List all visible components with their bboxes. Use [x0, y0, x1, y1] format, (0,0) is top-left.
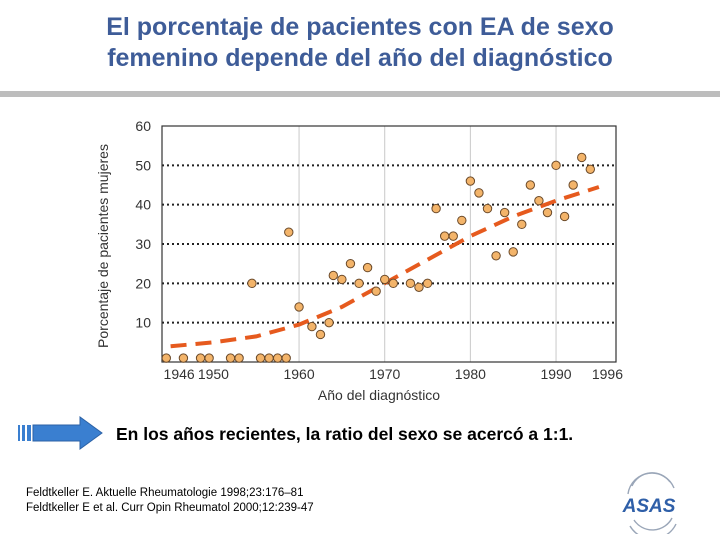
data-point: [525, 180, 536, 190]
data-point: [439, 231, 450, 241]
asas-logo: ASAS: [622, 472, 677, 534]
title-line-1: El porcentaje de pacientes con EA de sex…: [106, 13, 614, 41]
data-point: [264, 353, 274, 363]
data-point: [362, 262, 373, 273]
slide-title: El porcentaje de pacientes con EA de sex…: [0, 12, 720, 74]
logo-text: ASAS: [622, 496, 676, 517]
data-point: [499, 207, 510, 218]
title-line-2: femenino depende del año del diagnóstico: [107, 44, 613, 72]
data-point: [247, 278, 257, 289]
data-point: [345, 258, 356, 269]
conclusion-text: En los años recientes, la ratio del sexo…: [116, 424, 574, 444]
data-point: [465, 176, 476, 186]
y-tick-label: 30: [135, 236, 151, 252]
data-point: [551, 160, 561, 171]
data-point: [585, 164, 596, 174]
y-tick-label: 60: [135, 118, 151, 134]
data-point: [474, 188, 484, 198]
x-tick-label: 1950: [198, 366, 229, 382]
data-point: [161, 353, 171, 363]
data-point: [542, 207, 553, 218]
x-tick-label: 1980: [455, 366, 486, 382]
data-point: [195, 353, 206, 363]
data-point: [281, 353, 291, 363]
data-point: [491, 251, 501, 261]
data-point: [284, 227, 294, 237]
data-point: [568, 180, 578, 190]
data-point: [414, 282, 424, 292]
data-point: [534, 196, 544, 206]
data-point: [324, 317, 334, 328]
x-tick-label: 1960: [283, 366, 314, 382]
data-point: [225, 353, 236, 363]
data-point: [559, 211, 570, 222]
data-point: [577, 152, 587, 163]
data-point: [457, 215, 467, 226]
plot-frame: [161, 125, 617, 363]
data-point: [307, 321, 317, 332]
data-point: [255, 353, 266, 363]
data-point: [388, 278, 398, 289]
data-point: [328, 270, 339, 281]
y-tick-label: 40: [135, 197, 151, 213]
y-tick-label: 10: [135, 315, 151, 331]
data-point: [482, 203, 493, 214]
reference-2: Feldtkeller E et al. Curr Opin Rheumatol…: [26, 502, 314, 514]
data-point: [371, 286, 381, 296]
data-point: [517, 219, 527, 230]
x-tick-label: 1970: [369, 366, 400, 382]
x-tick-label: 1946: [164, 366, 195, 382]
data-point: [315, 329, 326, 340]
x-tick-label: 1996: [592, 366, 623, 382]
data-point: [294, 302, 304, 312]
references: Feldtkeller E. Aktuelle Rheumatologie 19…: [26, 486, 314, 516]
data-point: [380, 274, 390, 285]
data-point: [448, 231, 458, 241]
y-tick-label: 20: [135, 275, 151, 291]
title-divider: [0, 91, 720, 97]
data-point: [204, 353, 214, 363]
data-point: [178, 353, 189, 363]
data-point: [272, 353, 283, 363]
data-point: [422, 278, 433, 289]
reference-1: Feldtkeller E. Aktuelle Rheumatologie 19…: [26, 487, 304, 499]
y-axis-label: Porcentaje de pacientes mujeres: [95, 144, 111, 348]
data-point: [354, 278, 364, 289]
right-arrow-icon: [18, 416, 103, 450]
data-point: [431, 203, 441, 214]
y-tick-label: 50: [135, 157, 151, 173]
data-point: [508, 247, 518, 257]
data-point: [337, 274, 347, 285]
x-axis-label: Año del diagnóstico: [318, 387, 440, 403]
data-point: [234, 353, 244, 363]
data-point: [405, 278, 416, 289]
x-tick-label: 1990: [540, 366, 571, 382]
